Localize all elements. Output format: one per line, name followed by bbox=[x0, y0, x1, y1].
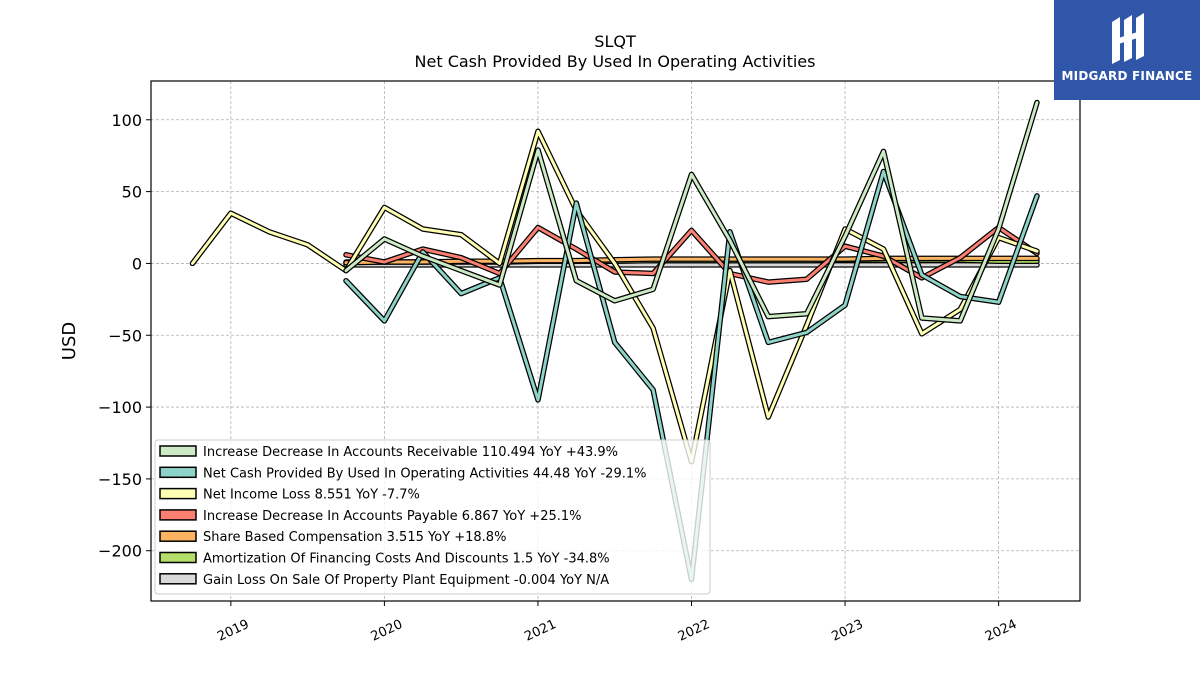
x-tick-label: 2019 bbox=[215, 617, 251, 645]
legend-swatch bbox=[159, 551, 197, 564]
x-tick-label: 2023 bbox=[829, 617, 865, 645]
legend-entry: Amortization Of Financing Costs And Disc… bbox=[203, 552, 610, 567]
legend-entry: Increase Decrease In Accounts Receivable… bbox=[203, 445, 618, 460]
y-tick-label: −100 bbox=[98, 398, 142, 417]
legend-entry: Gain Loss On Sale Of Property Plant Equi… bbox=[203, 573, 609, 588]
series-outline bbox=[189, 128, 1040, 465]
series-line bbox=[191, 129, 1039, 464]
legend-box bbox=[154, 439, 711, 595]
legend-swatch bbox=[159, 530, 197, 542]
x-tick-label: 2021 bbox=[522, 617, 558, 645]
y-tick-label: 50 bbox=[122, 183, 142, 202]
x-tick-label: 2024 bbox=[983, 617, 1019, 645]
legend-swatch bbox=[159, 573, 197, 585]
series-line bbox=[344, 101, 1039, 323]
y-tick-label: −200 bbox=[98, 542, 142, 561]
y-tick-label: 100 bbox=[111, 111, 142, 130]
legend-entry: Increase Decrease In Accounts Payable 6.… bbox=[203, 509, 582, 524]
x-axis: 2019 2020 2021 2022 2023 2024 bbox=[215, 601, 1019, 645]
legend-entry: Net Income Loss 8.551 YoY -7.7% bbox=[203, 488, 420, 503]
brand-logo: MIDGARD FINANCE bbox=[1054, 0, 1200, 100]
legend-swatch bbox=[159, 509, 197, 521]
grid bbox=[151, 81, 1080, 601]
legend-swatch bbox=[159, 445, 197, 457]
series-net-income-loss bbox=[189, 128, 1040, 465]
legend-entry: Net Cash Provided By Used In Operating A… bbox=[203, 466, 646, 481]
logo-brand-text: MIDGARD FINANCE bbox=[1061, 69, 1193, 83]
series-increase-decrease-in-accounts-receivable bbox=[343, 99, 1040, 324]
legend-swatch bbox=[159, 466, 197, 479]
plot-frame bbox=[150, 80, 1081, 602]
x-tick-label: 2022 bbox=[676, 617, 712, 645]
series-layer bbox=[189, 99, 1040, 583]
legend: Increase Decrease In Accounts Receivable… bbox=[154, 439, 711, 595]
series-line bbox=[344, 256, 1039, 265]
x-tick-label: 2020 bbox=[369, 617, 405, 645]
chart-subtitle: Net Cash Provided By Used In Operating A… bbox=[415, 52, 816, 71]
chart-title: SLQT bbox=[594, 32, 636, 51]
y-axis-label: USD bbox=[59, 322, 80, 360]
y-axis: 100 50 0 −50 −100 −150 −200 bbox=[98, 111, 151, 561]
series-share-based-compensation bbox=[343, 255, 1040, 266]
legend-entry: Share Based Compensation 3.515 YoY +18.8… bbox=[203, 530, 506, 545]
y-tick-label: −150 bbox=[98, 470, 142, 489]
y-tick-label: 0 bbox=[132, 254, 142, 273]
logo-mark-icon bbox=[1112, 13, 1144, 64]
legend-swatch bbox=[159, 487, 197, 500]
y-tick-label: −50 bbox=[108, 326, 142, 345]
